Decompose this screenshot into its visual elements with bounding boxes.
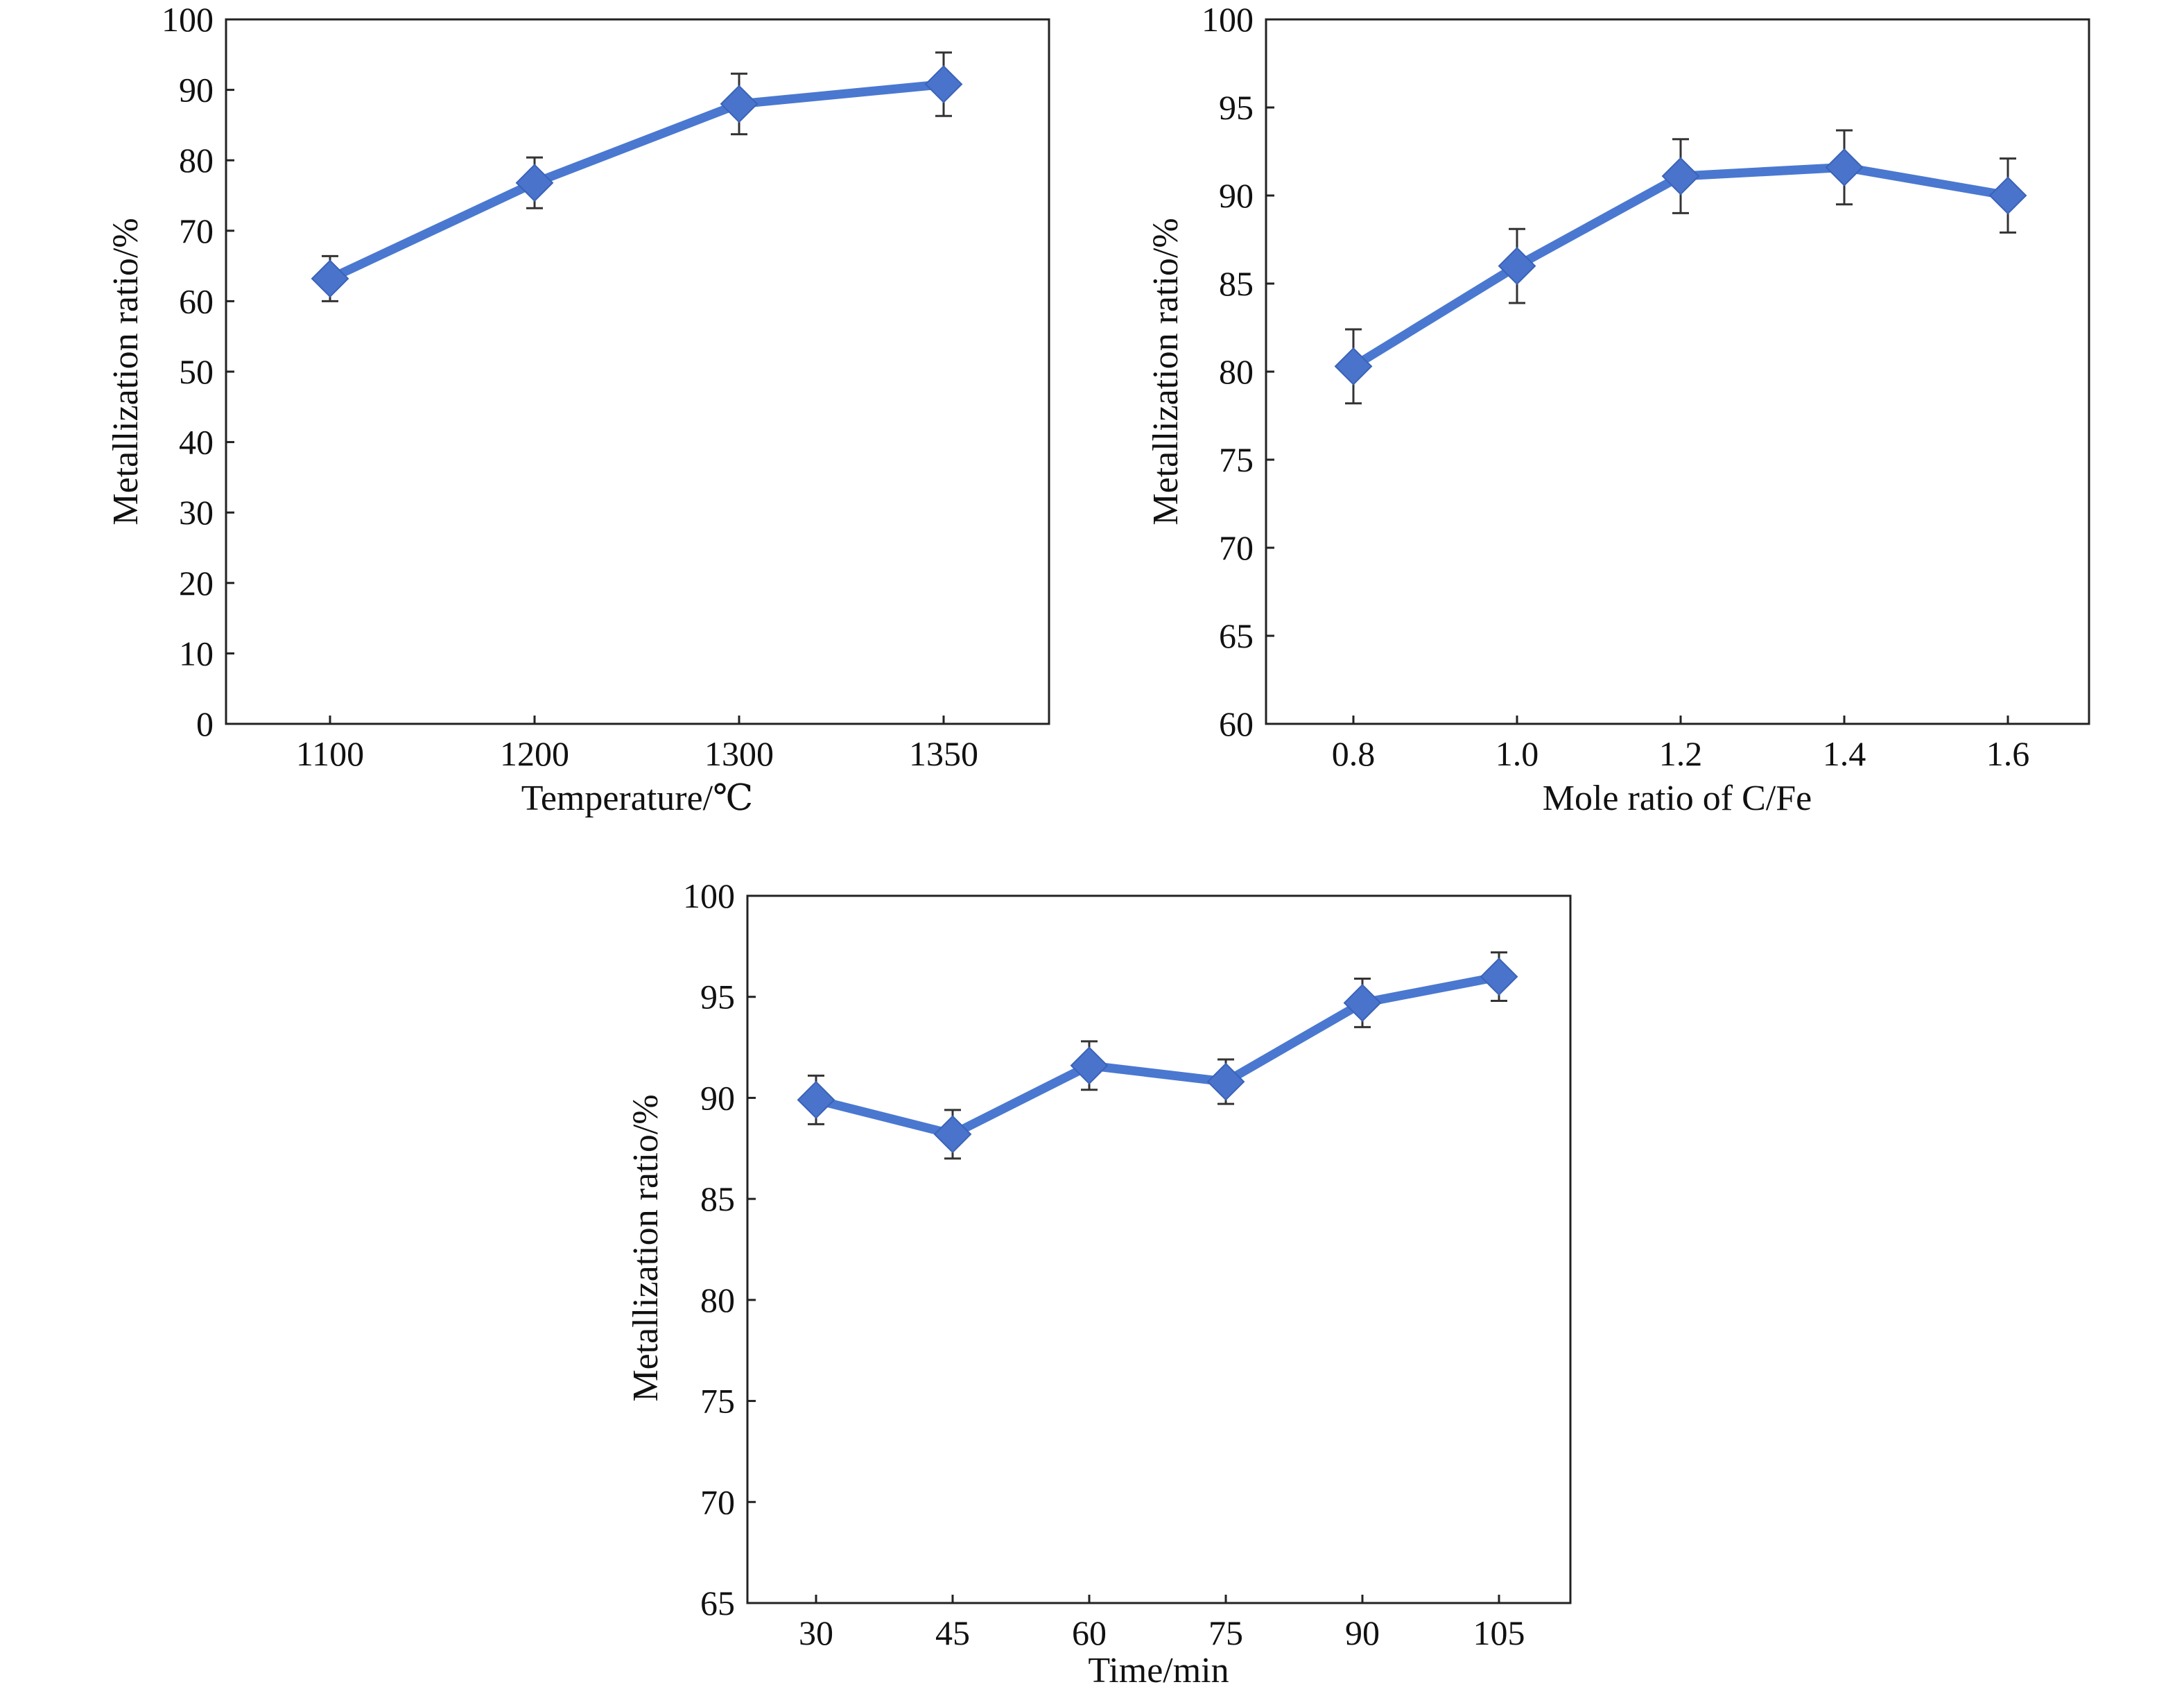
chart-time-xtick-label: 60	[1072, 1613, 1107, 1652]
chart-temperature: 0 10 20 30 40 50 60 70 80 90 100 1100 1200 1300 1350 T…	[106, 0, 1050, 818]
chart-temperature-ytick-label: 0	[196, 704, 214, 743]
chart-time-xtick-label: 105	[1473, 1613, 1525, 1652]
chart-time-xlabel: Time/min	[1088, 1651, 1229, 1689]
chart-temperature-ytick-label: 10	[179, 634, 214, 673]
chart-cfe-ratio-point	[1988, 176, 2027, 215]
chart-cfe-ratio-ytick-label: 100	[1202, 0, 1254, 39]
chart-cfe-ratio-tick-labels: 60 65 70 75 80 85 90 95 100 0.8 1.0 1.2 1.4 1.6	[1202, 0, 2029, 773]
chart-time-ytick-label: 90	[700, 1078, 735, 1117]
chart-time-ytick-label: 85	[700, 1179, 735, 1218]
chart-time-tick-labels: 65 70 75 80 85 90 95 100 30 45 60 75 90 105	[683, 876, 1525, 1652]
chart-temperature-xtick-label: 1200	[500, 734, 569, 773]
chart-temperature-ylabel: Metallization ratio/%	[106, 218, 146, 525]
chart-time-point	[1070, 1046, 1109, 1085]
chart-time-ticks	[747, 894, 1500, 1604]
chart-time-xtick-label: 45	[935, 1613, 970, 1652]
chart-cfe-ratio-point	[1498, 247, 1536, 286]
chart-cfe-ratio-ytick-label: 70	[1219, 528, 1254, 567]
chart-temperature-point	[515, 164, 554, 202]
chart-cfe-ratio-point	[1661, 157, 1700, 196]
chart-cfe-ratio-ytick-label: 90	[1219, 176, 1254, 215]
chart-cfe-ratio-marks	[1334, 129, 2027, 405]
chart-time-ytick-label: 70	[700, 1482, 735, 1521]
chart-time-ytick-label: 95	[700, 978, 735, 1016]
chart-cfe-ratio-xtick-label: 1.6	[1986, 734, 2030, 773]
chart-temperature-xtick-label: 1350	[909, 734, 978, 773]
chart-temperature-ytick-label: 70	[179, 211, 214, 250]
chart-temperature-ytick-label: 20	[179, 564, 214, 603]
chart-time-xtick-label: 75	[1208, 1613, 1243, 1652]
chart-time-xtick-label: 90	[1345, 1613, 1380, 1652]
chart-cfe-ratio-point	[1334, 347, 1373, 386]
chart-time-marks	[797, 951, 1518, 1160]
chart-temperature-xlabel: Temperature/℃	[521, 779, 754, 818]
chart-cfe-ratio-ytick-label: 95	[1219, 88, 1254, 127]
chart-time-point	[1343, 984, 1382, 1022]
chart-temperature-ytick-label: 40	[179, 423, 214, 462]
chart-cfe-ratio-xtick-label: 1.2	[1659, 734, 1703, 773]
chart-temperature-ytick-label: 100	[162, 0, 214, 39]
chart-cfe-ratio-ytick-label: 65	[1219, 616, 1254, 655]
chart-temperature-ticks	[226, 18, 945, 725]
chart-cfe-ratio: 60 65 70 75 80 85 90 95 100 0.8 1.0 1.2 1.4 1.6 Mole …	[1146, 0, 2090, 818]
chart-temperature-point	[720, 85, 759, 123]
chart-cfe-ratio-ticks	[1266, 18, 2009, 725]
chart-cfe-ratio-point	[1825, 148, 1864, 187]
chart-time-point	[1480, 958, 1518, 996]
chart-temperature-ytick-label: 80	[179, 141, 214, 180]
chart-time-ytick-label: 80	[700, 1281, 735, 1319]
chart-time-frame	[746, 894, 1572, 1604]
chart-time-ytick-label: 75	[700, 1382, 735, 1421]
chart-cfe-ratio-xtick-label: 1.4	[1823, 734, 1866, 773]
chart-time-ytick-label: 100	[683, 876, 735, 915]
chart-time-point	[797, 1080, 835, 1119]
chart-time-ylabel: Metallization ratio/%	[626, 1094, 666, 1401]
chart-time-series-line	[811, 972, 1504, 1139]
chart-temperature-xtick-label: 1100	[296, 734, 364, 773]
chart-cfe-ratio-xlabel: Mole ratio of C/Fe	[1543, 779, 1812, 818]
chart-cfe-ratio-xtick-label: 0.8	[1332, 734, 1376, 773]
chart-temperature-tick-labels: 0 10 20 30 40 50 60 70 80 90 100 1100 1200 1300 1350	[162, 0, 978, 773]
chart-cfe-ratio-frame	[1265, 18, 2090, 725]
chart-temperature-ytick-label: 90	[179, 71, 214, 110]
chart-temperature-point	[924, 65, 963, 103]
chart-cfe-ratio-xtick-label: 1.0	[1496, 734, 1539, 773]
chart-temperature-ytick-label: 30	[179, 493, 214, 532]
chart-temperature-marks	[311, 51, 963, 302]
chart-time-point	[933, 1115, 972, 1154]
chart-temperature-point	[311, 259, 349, 298]
chart-time-xtick-label: 30	[799, 1613, 833, 1652]
chart-temperature-series-line	[325, 79, 948, 284]
chart-cfe-ratio-ytick-label: 85	[1219, 264, 1254, 303]
chart-cfe-ratio-ytick-label: 75	[1219, 440, 1254, 479]
chart-temperature-ytick-label: 50	[179, 352, 214, 391]
chart-cfe-ratio-ylabel: Metallization ratio/%	[1146, 218, 1186, 525]
chart-temperature-xtick-label: 1300	[704, 734, 774, 773]
chart-time-ytick-label: 65	[700, 1584, 735, 1622]
chart-cfe-ratio-ytick-label: 60	[1219, 704, 1254, 743]
chart-time-point	[1206, 1062, 1245, 1101]
chart-cfe-ratio-ytick-label: 80	[1219, 352, 1254, 391]
chart-temperature-ytick-label: 60	[179, 282, 214, 320]
chart-temperature-frame	[225, 18, 1050, 725]
